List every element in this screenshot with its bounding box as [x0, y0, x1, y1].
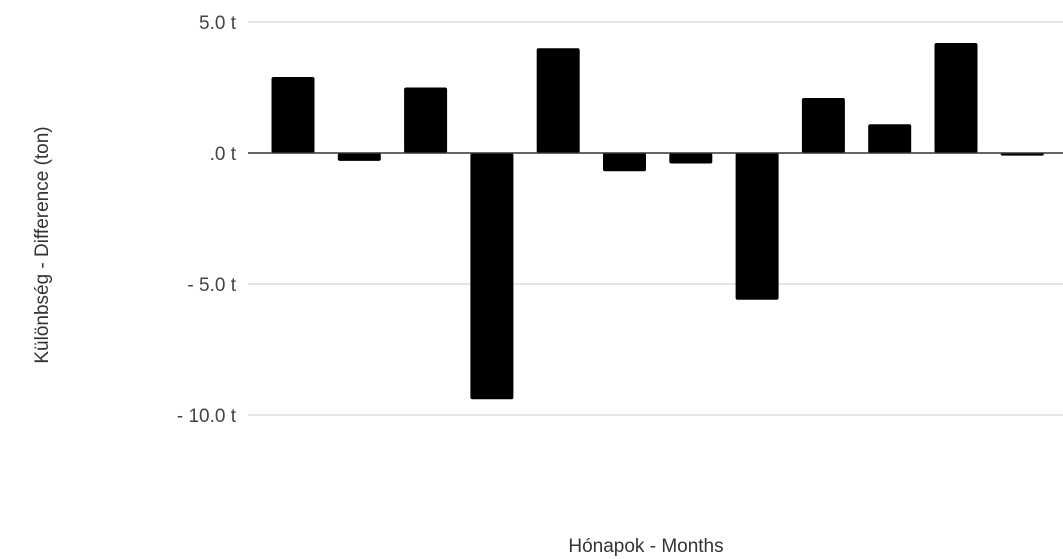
bar-10	[868, 124, 912, 153]
x-axis-label: Hónapok - Months	[568, 536, 723, 557]
y-tick-label: - 10.0 t	[177, 406, 237, 427]
bar-6	[603, 153, 646, 172]
y-tick-labels: 5.0 t .0 t - 5.0 t - 10.0 t	[177, 13, 237, 427]
bar-2	[337, 153, 381, 161]
bar-9	[801, 98, 845, 153]
bar-4	[470, 153, 514, 400]
y-tick-label: 5.0 t	[199, 13, 237, 34]
bar-5	[536, 48, 580, 154]
bar-11	[934, 43, 978, 153]
bar-3	[404, 87, 448, 153]
bar-1	[271, 77, 315, 153]
bar-8	[735, 153, 779, 300]
gridlines	[248, 21, 1063, 416]
bars	[271, 43, 1044, 400]
y-tick-label: - 5.0 t	[187, 275, 236, 296]
y-tick-label: .0 t	[210, 144, 237, 165]
y-axis-label: Különbség - Difference (ton)	[32, 126, 53, 363]
bar-7	[669, 153, 713, 164]
